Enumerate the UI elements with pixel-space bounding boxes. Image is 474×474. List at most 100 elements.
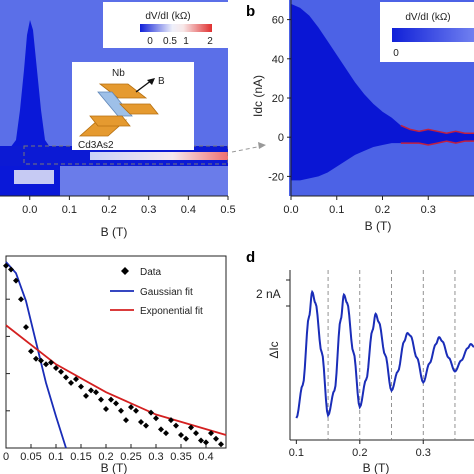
panel-b-colorbar-title: dV/dI (kΩ)	[405, 12, 450, 23]
panel-b-x-tick-label: 0.3	[421, 204, 436, 216]
panel-b-label: b	[246, 3, 255, 20]
panel-a-colorbar-tick-1: 0.5	[163, 36, 177, 47]
panel-a-tail-gradient	[90, 152, 228, 160]
data-point	[73, 376, 79, 383]
panel-c-x-tick-label: 0.3	[148, 451, 163, 463]
data-point	[93, 389, 99, 396]
data-point	[113, 400, 119, 407]
data-point	[178, 431, 184, 438]
panel-d-scalebar-label: 2 nA	[256, 287, 281, 301]
panel-b-x-tick-label: 0.1	[329, 204, 344, 216]
panel-a-x-tick-label: 0.5	[220, 204, 235, 216]
panel-c-x-tick-label: 0.05	[20, 451, 41, 463]
data-point	[103, 405, 109, 412]
data-point	[133, 407, 139, 414]
data-point	[213, 435, 219, 442]
panel-d-plot	[295, 289, 474, 419]
legend-label-exponential: Exponential fit	[140, 306, 203, 317]
panel-b-superconducting-region	[291, 3, 474, 181]
data-point	[23, 324, 29, 331]
data-point	[48, 359, 54, 366]
panel-c-axes: 0 0.05 0.1 0.15 0.2 0.25 0.3 0.35 0.4	[3, 255, 227, 463]
data-point	[38, 357, 44, 364]
panel-d-xlabel: B (T)	[363, 461, 390, 474]
panel-b-y-tick-label: 20	[272, 93, 284, 105]
data-point	[63, 374, 69, 381]
delta-ic-curve	[295, 289, 474, 419]
data-point	[33, 355, 39, 362]
panel-b-colorbar-gradient	[392, 28, 474, 42]
data-point	[18, 296, 24, 303]
panel-d-label: d	[246, 249, 255, 266]
field-arrow-head	[147, 78, 155, 85]
panel-c-x-tick-label: 0.15	[70, 451, 91, 463]
data-point	[128, 404, 134, 411]
panel-b-y-tick-label: 60	[272, 15, 284, 27]
data-point	[98, 396, 104, 403]
panel-b-colorbar-tick-0: 0	[393, 48, 399, 59]
panel-b-xlabel: B (T)	[365, 219, 392, 233]
panel-b-y-tick-label: 0	[278, 132, 284, 144]
panel-a-colorbar-tick-2: 1	[183, 36, 189, 47]
data-point	[83, 392, 89, 399]
data-point	[188, 424, 194, 431]
panel-a-x-tick-label: 0.4	[181, 204, 196, 216]
panel-a-x-tick-label: 0.1	[62, 204, 77, 216]
data-point	[53, 365, 59, 372]
panel-a-colorbar: dV/dI (kΩ) 0 0.5 1 2	[103, 2, 228, 48]
data-point	[218, 441, 224, 448]
data-point	[163, 430, 169, 437]
panel-c-x-tick-label: 0.35	[170, 451, 191, 463]
data-point	[68, 379, 74, 386]
data-point	[143, 422, 149, 429]
data-point	[8, 266, 14, 273]
data-point	[168, 417, 174, 424]
data-point	[138, 418, 144, 425]
exponential-fit-line	[5, 324, 227, 436]
data-point	[28, 348, 34, 355]
panel-c-plot	[3, 261, 227, 449]
legend-label-gaussian: Gaussian fit	[140, 287, 193, 298]
panel-d-x-tick-label: 0.2	[352, 447, 367, 459]
zoom-connector	[231, 145, 263, 153]
panel-a-colorbar-tick-3: 2	[207, 36, 213, 47]
panel-b-colorbar: dV/dI (kΩ) 0	[380, 2, 474, 62]
data-point	[173, 422, 179, 429]
panel-c-x-tick-label: 0	[3, 451, 9, 463]
panel-c-x-tick-label: 0.1	[48, 451, 63, 463]
panel-b-x-tick-label: 0.2	[375, 204, 390, 216]
data-point	[193, 430, 199, 437]
data-point	[183, 435, 189, 442]
panel-c-x-tick-label: 0.25	[120, 451, 141, 463]
data-point	[43, 361, 49, 368]
data-point	[78, 383, 84, 390]
gaussian-fit-line	[5, 261, 67, 449]
data-point	[148, 409, 154, 416]
zoom-connector-head	[258, 142, 266, 149]
panel-b-y-tick-label: -20	[268, 171, 284, 183]
panel-a-xlabel: B (T)	[101, 225, 128, 239]
panel-a-colorbar-title: dV/dI (kΩ)	[145, 11, 190, 22]
panel-a-x-tick-label: 0.0	[22, 204, 37, 216]
data-point	[108, 396, 114, 403]
panel-a-x-axis: 0.0 0.1 0.2 0.3 0.4 0.5	[0, 195, 236, 216]
panel-c-x-tick-label: 0.2	[98, 451, 113, 463]
panel-a-dome-core	[14, 170, 54, 184]
panel-b-x-tick-label: 0.0	[283, 204, 298, 216]
panel-b-y-tick-label: 40	[272, 54, 284, 66]
panel-b-critical-edge-lower	[400, 140, 474, 146]
device-inset: Nb B Cd3As2	[72, 62, 194, 151]
panel-c-legend: Data Gaussian fit Exponential fit	[110, 267, 203, 317]
panel-d-x-tick-label: 0.1	[289, 447, 304, 459]
panel-a-colorbar-gradient	[140, 24, 212, 32]
data-point	[153, 415, 159, 422]
data-point	[3, 262, 9, 269]
data-point	[123, 417, 129, 424]
panel-c-frame	[5, 255, 227, 449]
data-point	[198, 437, 204, 444]
data-point	[58, 368, 64, 375]
inset-label-cd3as2: Cd3As2	[78, 140, 114, 151]
panel-b-ylabel: Idc (nA)	[251, 75, 265, 117]
panel-a-colorbar-tick-0: 0	[147, 36, 153, 47]
